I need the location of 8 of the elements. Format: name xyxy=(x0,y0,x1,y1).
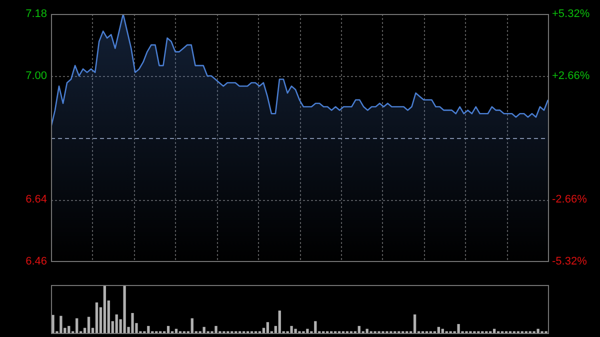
y2-tick-label: -2.66% xyxy=(552,194,588,206)
y-tick-label: 6.64 xyxy=(26,194,47,206)
y2-tick-label: +5.32% xyxy=(552,8,590,20)
y-tick-label: 7.00 xyxy=(26,70,47,82)
y-tick-label: 7.18 xyxy=(26,8,47,20)
y-tick-label: 6.46 xyxy=(26,255,47,268)
y2-tick-label: +2.66% xyxy=(552,70,590,82)
y2-tick-label: -5.32% xyxy=(552,255,588,268)
